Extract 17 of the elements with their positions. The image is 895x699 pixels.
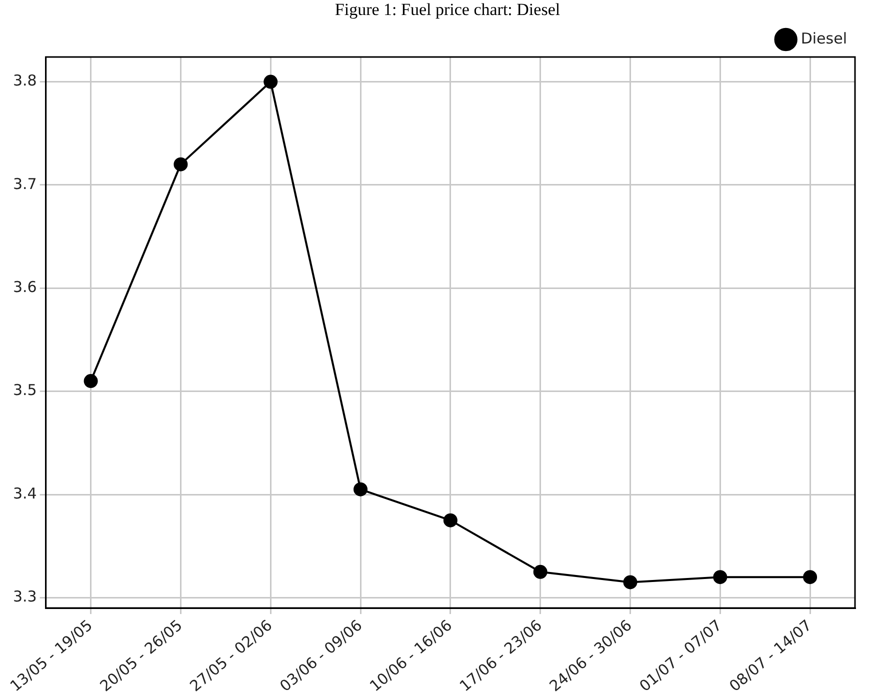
y-tick-label: 3.8	[12, 72, 37, 90]
point	[533, 564, 548, 579]
chart-title: Figure 1: Fuel price chart: Diesel	[334, 0, 562, 20]
y-tick-label: 3.4	[12, 484, 37, 502]
point	[443, 513, 458, 528]
point	[713, 570, 728, 584]
point	[264, 74, 278, 89]
y-tick-label: 3.7	[12, 174, 37, 193]
y-tick-label: 3.6	[12, 278, 37, 296]
y-tick-label: 3.3	[12, 588, 37, 606]
point	[803, 570, 818, 584]
point	[354, 482, 368, 496]
point	[174, 157, 188, 172]
y-tick-label: 3.5	[12, 381, 37, 400]
point	[623, 575, 638, 590]
legend-label: Diesel	[800, 29, 848, 48]
point	[84, 374, 98, 388]
